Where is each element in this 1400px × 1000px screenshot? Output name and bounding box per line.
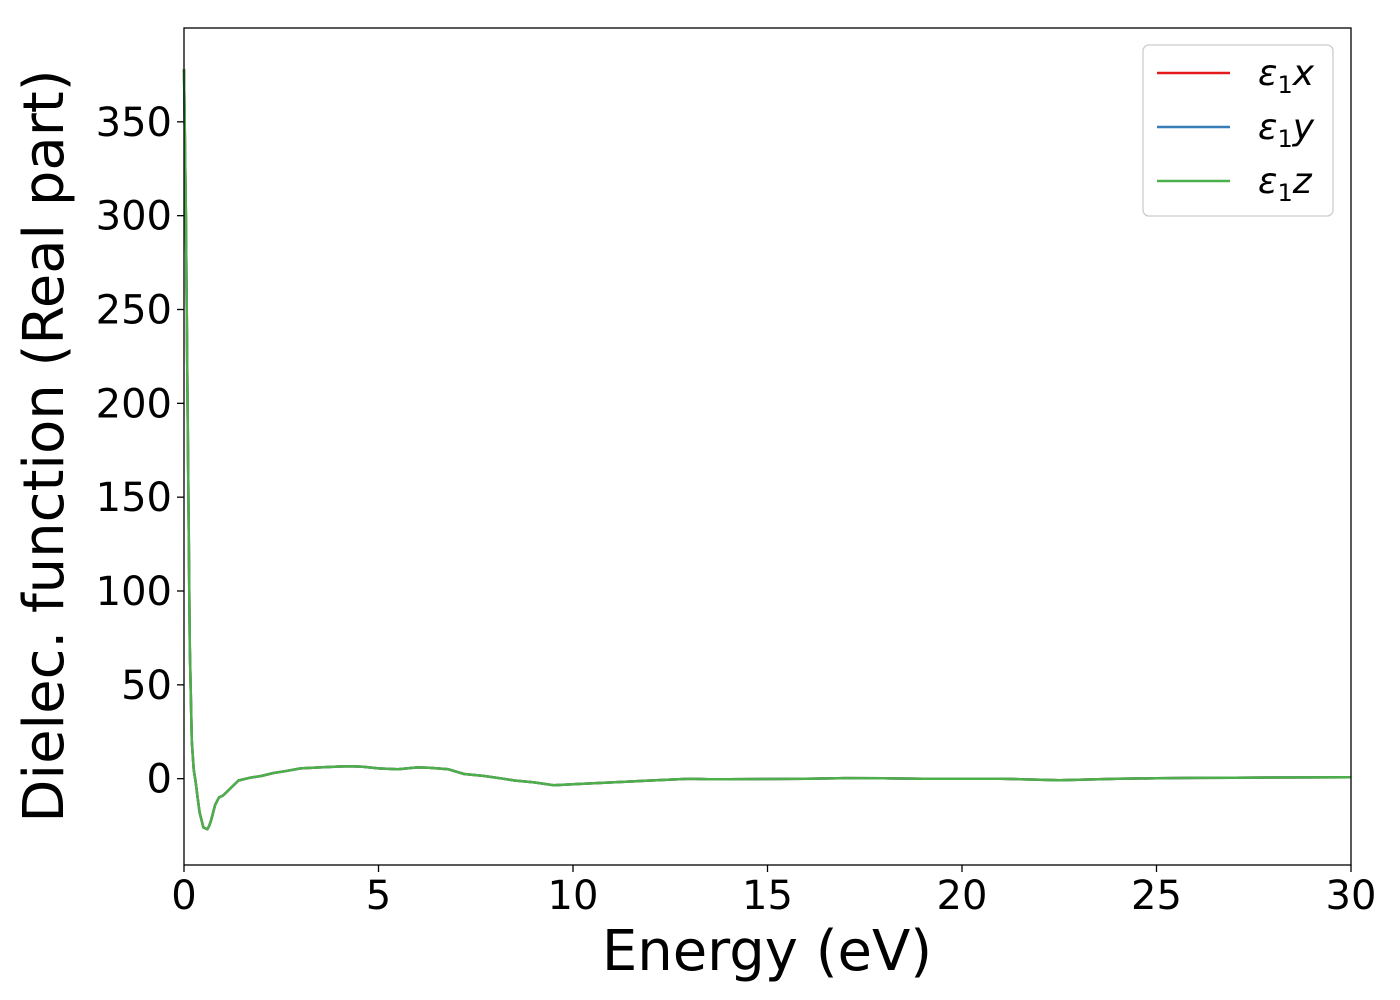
- y-tick-label: 150: [96, 475, 172, 521]
- series-lines: [182, 69, 1352, 831]
- x-tick-label: 10: [548, 873, 599, 919]
- y-axis-label: Dielec. function (Real part): [12, 69, 77, 822]
- legend-entry-label: ε1y: [1258, 107, 1315, 153]
- legend-box: [1142, 44, 1334, 217]
- y-tick-label: 350: [96, 100, 172, 146]
- y-tick-label: 0: [147, 757, 172, 803]
- plot-frame: [183, 27, 1352, 866]
- legend-entry-label: ε1z: [1258, 161, 1313, 207]
- series-line-ε1z: [182, 69, 1352, 831]
- x-tick-label: 15: [742, 873, 793, 919]
- x-tick-label: 5: [366, 873, 391, 919]
- legend-entry-label: ε1x: [1258, 53, 1315, 99]
- x-axis-label: Energy (eV): [602, 919, 932, 984]
- legend: ε1x ε1y ε1z: [1142, 44, 1334, 217]
- x-tick-label: 30: [1326, 873, 1377, 919]
- y-tick-label: 250: [96, 288, 172, 334]
- x-tick-label: 20: [937, 873, 988, 919]
- y-tick-label: 200: [96, 381, 172, 427]
- x-tick-label: 0: [171, 873, 196, 919]
- x-tick-label: 25: [1131, 873, 1182, 919]
- y-tick-label: 300: [96, 194, 172, 240]
- y-tick-label: 100: [96, 569, 172, 615]
- y-tick-label: 50: [121, 663, 172, 709]
